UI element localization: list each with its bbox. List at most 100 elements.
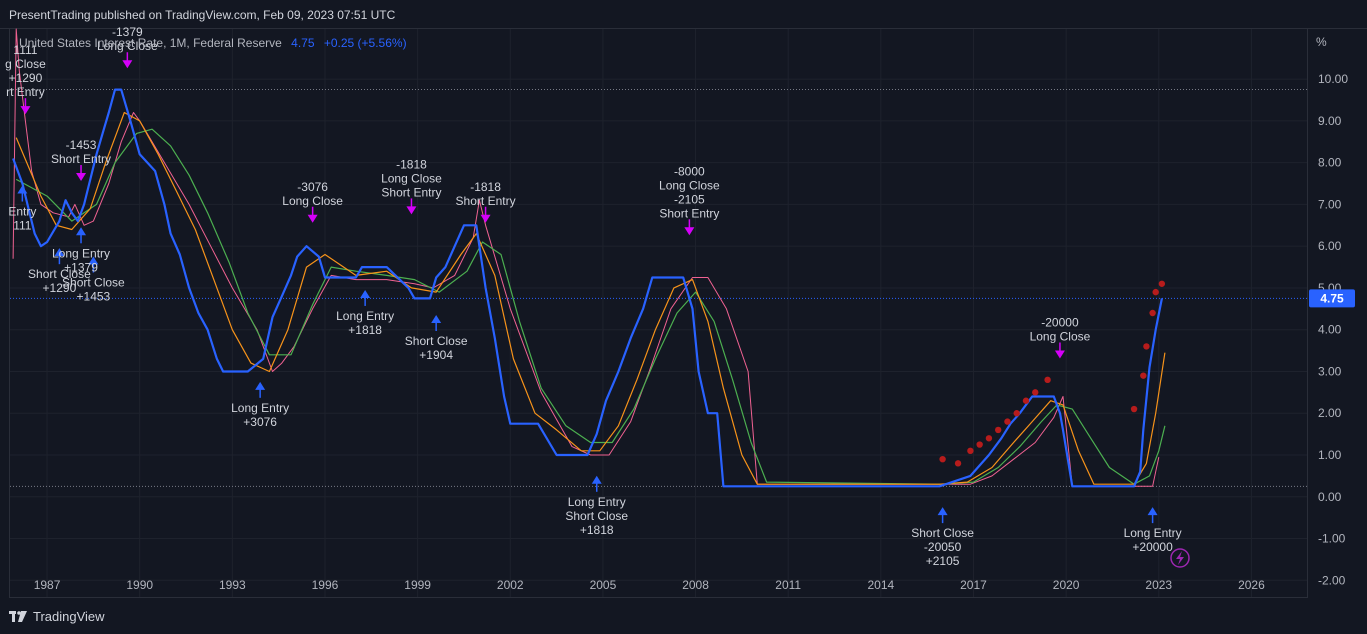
signal-dot <box>1013 410 1020 417</box>
time-tick-label: 1990 <box>126 578 153 592</box>
trade-markers <box>17 52 1158 524</box>
time-tick-label: 1996 <box>312 578 339 592</box>
trade-label: rt Entry <box>6 85 45 99</box>
price-tick-label: 6.00 <box>1318 239 1342 253</box>
trade-label: -1818 <box>396 157 427 171</box>
trade-label: Long Entry <box>568 495 626 509</box>
trade-label: +20000 <box>1132 540 1173 554</box>
trade-label: +1290 <box>43 281 77 295</box>
signal-dot <box>994 426 1002 434</box>
signal-dot <box>954 460 962 467</box>
signal-dot <box>1149 309 1156 317</box>
tradingview-label: TradingView <box>33 609 105 624</box>
price-tick-label: -1.00 <box>1318 532 1346 546</box>
signal-dot <box>976 441 983 448</box>
trade-label: -1453 <box>66 138 97 152</box>
series-lines <box>12 28 1166 488</box>
price-tick-label: 9.00 <box>1318 114 1342 128</box>
alert-icon[interactable] <box>1170 548 1190 568</box>
trade-label: Short Close <box>62 276 125 290</box>
time-tick-label: 1993 <box>219 578 246 592</box>
trade-label: -20050 <box>924 540 962 554</box>
chart-pane[interactable] <box>9 28 1308 598</box>
symbol-legend: United States Interest Rate, 1M, Federal… <box>19 36 407 50</box>
trade-label: -8000 <box>674 164 705 178</box>
trade-arrow-down <box>1054 350 1065 359</box>
trade-arrow-down <box>684 227 695 236</box>
footer-brand[interactable]: TradingView <box>9 609 105 624</box>
time-axis: 1987 1990 1993 1996 1999 2002 2005 2008 2011 2014… <box>34 578 1265 592</box>
time-tick-label: 2023 <box>1145 578 1172 592</box>
trade-arrow-down <box>76 173 87 181</box>
trade-label: Short Entry <box>659 206 719 220</box>
time-tick-label: 2008 <box>682 578 709 592</box>
trade-label: Long Close <box>97 39 158 53</box>
price-tick-label: 2.00 <box>1318 406 1342 420</box>
time-tick-label: 2017 <box>960 578 987 592</box>
trade-label: -20000 <box>1041 316 1079 330</box>
signal-dot <box>1140 372 1147 379</box>
last-price-label: 4.75 <box>1320 291 1344 305</box>
time-tick-label: 2005 <box>590 578 617 592</box>
price-tick-label: 8.00 <box>1318 156 1342 170</box>
signal-dot <box>1158 280 1166 287</box>
trade-arrow-down <box>406 206 417 215</box>
series-line-fast-ma <box>15 111 1166 485</box>
trade-label: Short Entry <box>51 152 111 166</box>
trade-label: Short Close <box>405 334 468 348</box>
last-price-badge <box>1309 289 1355 308</box>
grid <box>10 29 1307 597</box>
trade-label: +1904 <box>419 348 453 362</box>
signal-dot <box>1044 376 1051 384</box>
trade-arrow-down <box>307 214 318 223</box>
trade-label: +3076 <box>243 415 277 429</box>
series-line-united-states-interest-rate <box>12 88 1163 488</box>
trade-label: Entry <box>8 205 36 219</box>
signal-dot <box>1152 288 1159 296</box>
trade-label: +1818 <box>348 323 382 337</box>
trade-label: Short Close <box>911 526 974 540</box>
time-tick-label: 2020 <box>1053 578 1080 592</box>
trade-label: Long Close <box>659 178 720 192</box>
trade-label: +1818 <box>580 523 614 537</box>
trade-label: -1818 <box>470 180 501 194</box>
signal-dot <box>1022 397 1030 404</box>
trade-label: Long Close <box>381 171 442 185</box>
time-tick-label: 2011 <box>775 578 801 592</box>
price-axis: -2.00-1.000.001.002.003.004.005.006.007.… <box>1309 72 1355 587</box>
series-line-stop <box>12 28 1160 487</box>
signal-dot <box>1032 389 1039 396</box>
trade-label: +1453 <box>77 290 111 304</box>
time-tick-label: 2014 <box>867 578 894 592</box>
trade-arrow-down <box>20 106 31 115</box>
signal-dot <box>967 447 974 455</box>
trade-label: Long Close <box>282 194 343 208</box>
price-axis-unit: % <box>1316 35 1327 49</box>
trade-label: Long Entry <box>52 246 110 260</box>
time-tick-label: 1999 <box>404 578 431 592</box>
trade-label: Short Entry <box>456 194 516 208</box>
signal-dot <box>985 435 993 442</box>
trade-label: +1290 <box>9 71 43 85</box>
signal-dot <box>1004 418 1011 425</box>
price-tick-label: 0.00 <box>1318 490 1342 504</box>
trade-label: Long Entry <box>336 309 394 323</box>
publish-info: PresentTrading published on TradingView.… <box>9 8 396 22</box>
trade-label: g Close <box>5 57 46 71</box>
price-tick-label: -2.00 <box>1318 573 1346 587</box>
tradingview-logo-icon <box>9 610 27 622</box>
trade-label: -3076 <box>297 180 328 194</box>
trade-label: Short Entry <box>381 185 441 199</box>
trade-arrow-down <box>122 60 133 69</box>
trade-label: 111 <box>13 219 32 233</box>
trade-label: +2105 <box>926 554 960 568</box>
trade-label: Short Close <box>565 509 628 523</box>
trade-label: 1111 <box>13 43 37 57</box>
trade-label: -2105 <box>674 192 705 206</box>
time-tick-label: 1987 <box>34 578 61 592</box>
trade-arrow-down <box>480 214 491 223</box>
symbol-title: United States Interest Rate, 1M, Federal… <box>19 36 282 50</box>
symbol-value: 4.75 <box>291 36 315 50</box>
